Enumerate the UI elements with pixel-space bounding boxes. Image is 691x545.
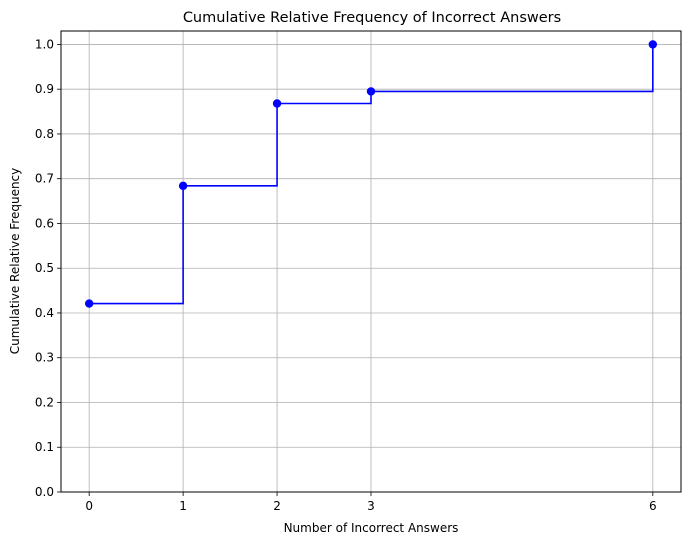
y-tick-label: 0.9 [35, 82, 54, 96]
x-tick-label: 1 [179, 499, 187, 513]
ticks: 0 1 2 3 6 0.0 0.1 0.2 0.3 0.4 0.5 0.6 0.7 0.8 0.9 1.0 [35, 37, 657, 513]
y-tick-label: 0.6 [35, 216, 54, 230]
data-point [272, 99, 282, 108]
data-point [178, 181, 188, 191]
y-tick-label: 0.4 [35, 306, 54, 320]
x-tick-label: 2 [273, 499, 281, 513]
y-tick-label: 0.7 [35, 172, 54, 186]
chart-title: Cumulative Relative Frequency of Incorre… [183, 10, 561, 26]
y-tick-label: 0.3 [35, 351, 54, 365]
data-point [84, 299, 94, 308]
y-tick-label: 0.8 [35, 127, 54, 141]
x-tick-label: 3 [367, 499, 375, 513]
series-layer [84, 40, 658, 308]
x-axis-label: Number of Incorrect Answers [284, 521, 459, 535]
y-axis-label: Cumulative Relative Frequency [8, 168, 22, 355]
y-tick-label: 1.0 [35, 37, 54, 51]
y-tick-label: 0.1 [35, 440, 54, 454]
y-tick-label: 0.2 [35, 395, 54, 409]
data-point [366, 87, 376, 96]
x-tick-label: 0 [85, 499, 93, 513]
data-point [648, 40, 658, 49]
y-tick-label: 0.5 [35, 261, 54, 275]
y-tick-label: 0.0 [35, 485, 54, 499]
x-tick-label: 6 [649, 499, 657, 513]
